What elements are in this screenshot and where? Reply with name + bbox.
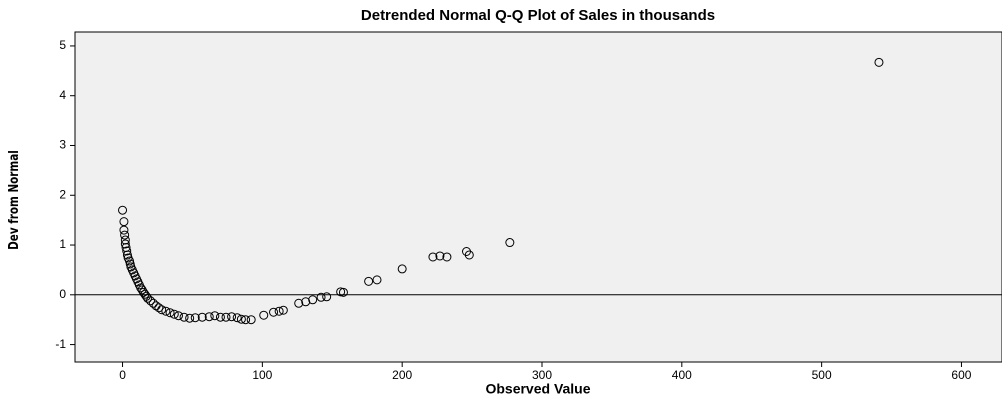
point xyxy=(278,305,288,315)
point xyxy=(241,315,251,325)
y-tick-label: 1 xyxy=(59,237,66,251)
point xyxy=(338,287,348,297)
point xyxy=(308,295,318,305)
x-tick-label: 400 xyxy=(672,368,692,382)
point xyxy=(169,309,179,319)
point xyxy=(322,292,332,302)
point xyxy=(372,275,382,285)
x-tick-label: 0 xyxy=(119,368,126,382)
point xyxy=(146,296,156,306)
point xyxy=(294,298,304,308)
point xyxy=(136,283,146,293)
point xyxy=(120,230,130,240)
point xyxy=(154,303,164,313)
x-tick-label: 600 xyxy=(951,368,971,382)
point xyxy=(316,292,326,302)
point xyxy=(185,313,195,323)
y-tick-label: -1 xyxy=(55,337,66,351)
point xyxy=(210,311,220,321)
point xyxy=(232,313,242,323)
point xyxy=(157,305,167,315)
point xyxy=(197,312,207,322)
point xyxy=(428,252,438,262)
x-tick-label: 200 xyxy=(392,368,412,382)
y-tick-label: 2 xyxy=(59,187,66,201)
x-tick-label: 300 xyxy=(532,368,552,382)
point xyxy=(122,246,132,256)
point xyxy=(137,285,147,295)
point xyxy=(259,310,269,320)
point xyxy=(301,297,311,307)
point xyxy=(173,311,183,321)
point xyxy=(442,252,452,262)
y-tick-label: 4 xyxy=(59,88,66,102)
point xyxy=(464,250,474,260)
x-tick-label: 100 xyxy=(252,368,272,382)
chart-title: Detrended Normal Q-Q Plot of Sales in th… xyxy=(361,7,715,24)
point xyxy=(397,264,407,274)
point xyxy=(143,293,153,303)
point xyxy=(221,312,231,322)
y-axis-label: Dev from Normal xyxy=(6,150,21,250)
point xyxy=(269,307,279,317)
y-tick-label: 5 xyxy=(59,38,66,52)
point xyxy=(161,306,171,316)
point xyxy=(119,225,129,235)
x-tick-label: 500 xyxy=(812,368,832,382)
x-axis-label: Observed Value xyxy=(485,381,590,397)
point xyxy=(190,313,200,323)
point xyxy=(215,312,225,322)
point xyxy=(435,251,445,261)
point xyxy=(227,312,237,322)
point xyxy=(246,315,256,325)
y-tick-label: 0 xyxy=(59,287,66,301)
point xyxy=(274,306,284,316)
point xyxy=(165,308,175,318)
point xyxy=(118,205,128,215)
point xyxy=(505,238,515,248)
point xyxy=(120,239,130,249)
point xyxy=(364,276,374,286)
y-tick-label: 3 xyxy=(59,138,66,152)
point xyxy=(148,298,158,308)
point xyxy=(179,312,189,322)
point xyxy=(874,57,884,67)
point xyxy=(204,312,214,322)
point xyxy=(236,314,246,324)
plot-area xyxy=(74,31,1002,363)
